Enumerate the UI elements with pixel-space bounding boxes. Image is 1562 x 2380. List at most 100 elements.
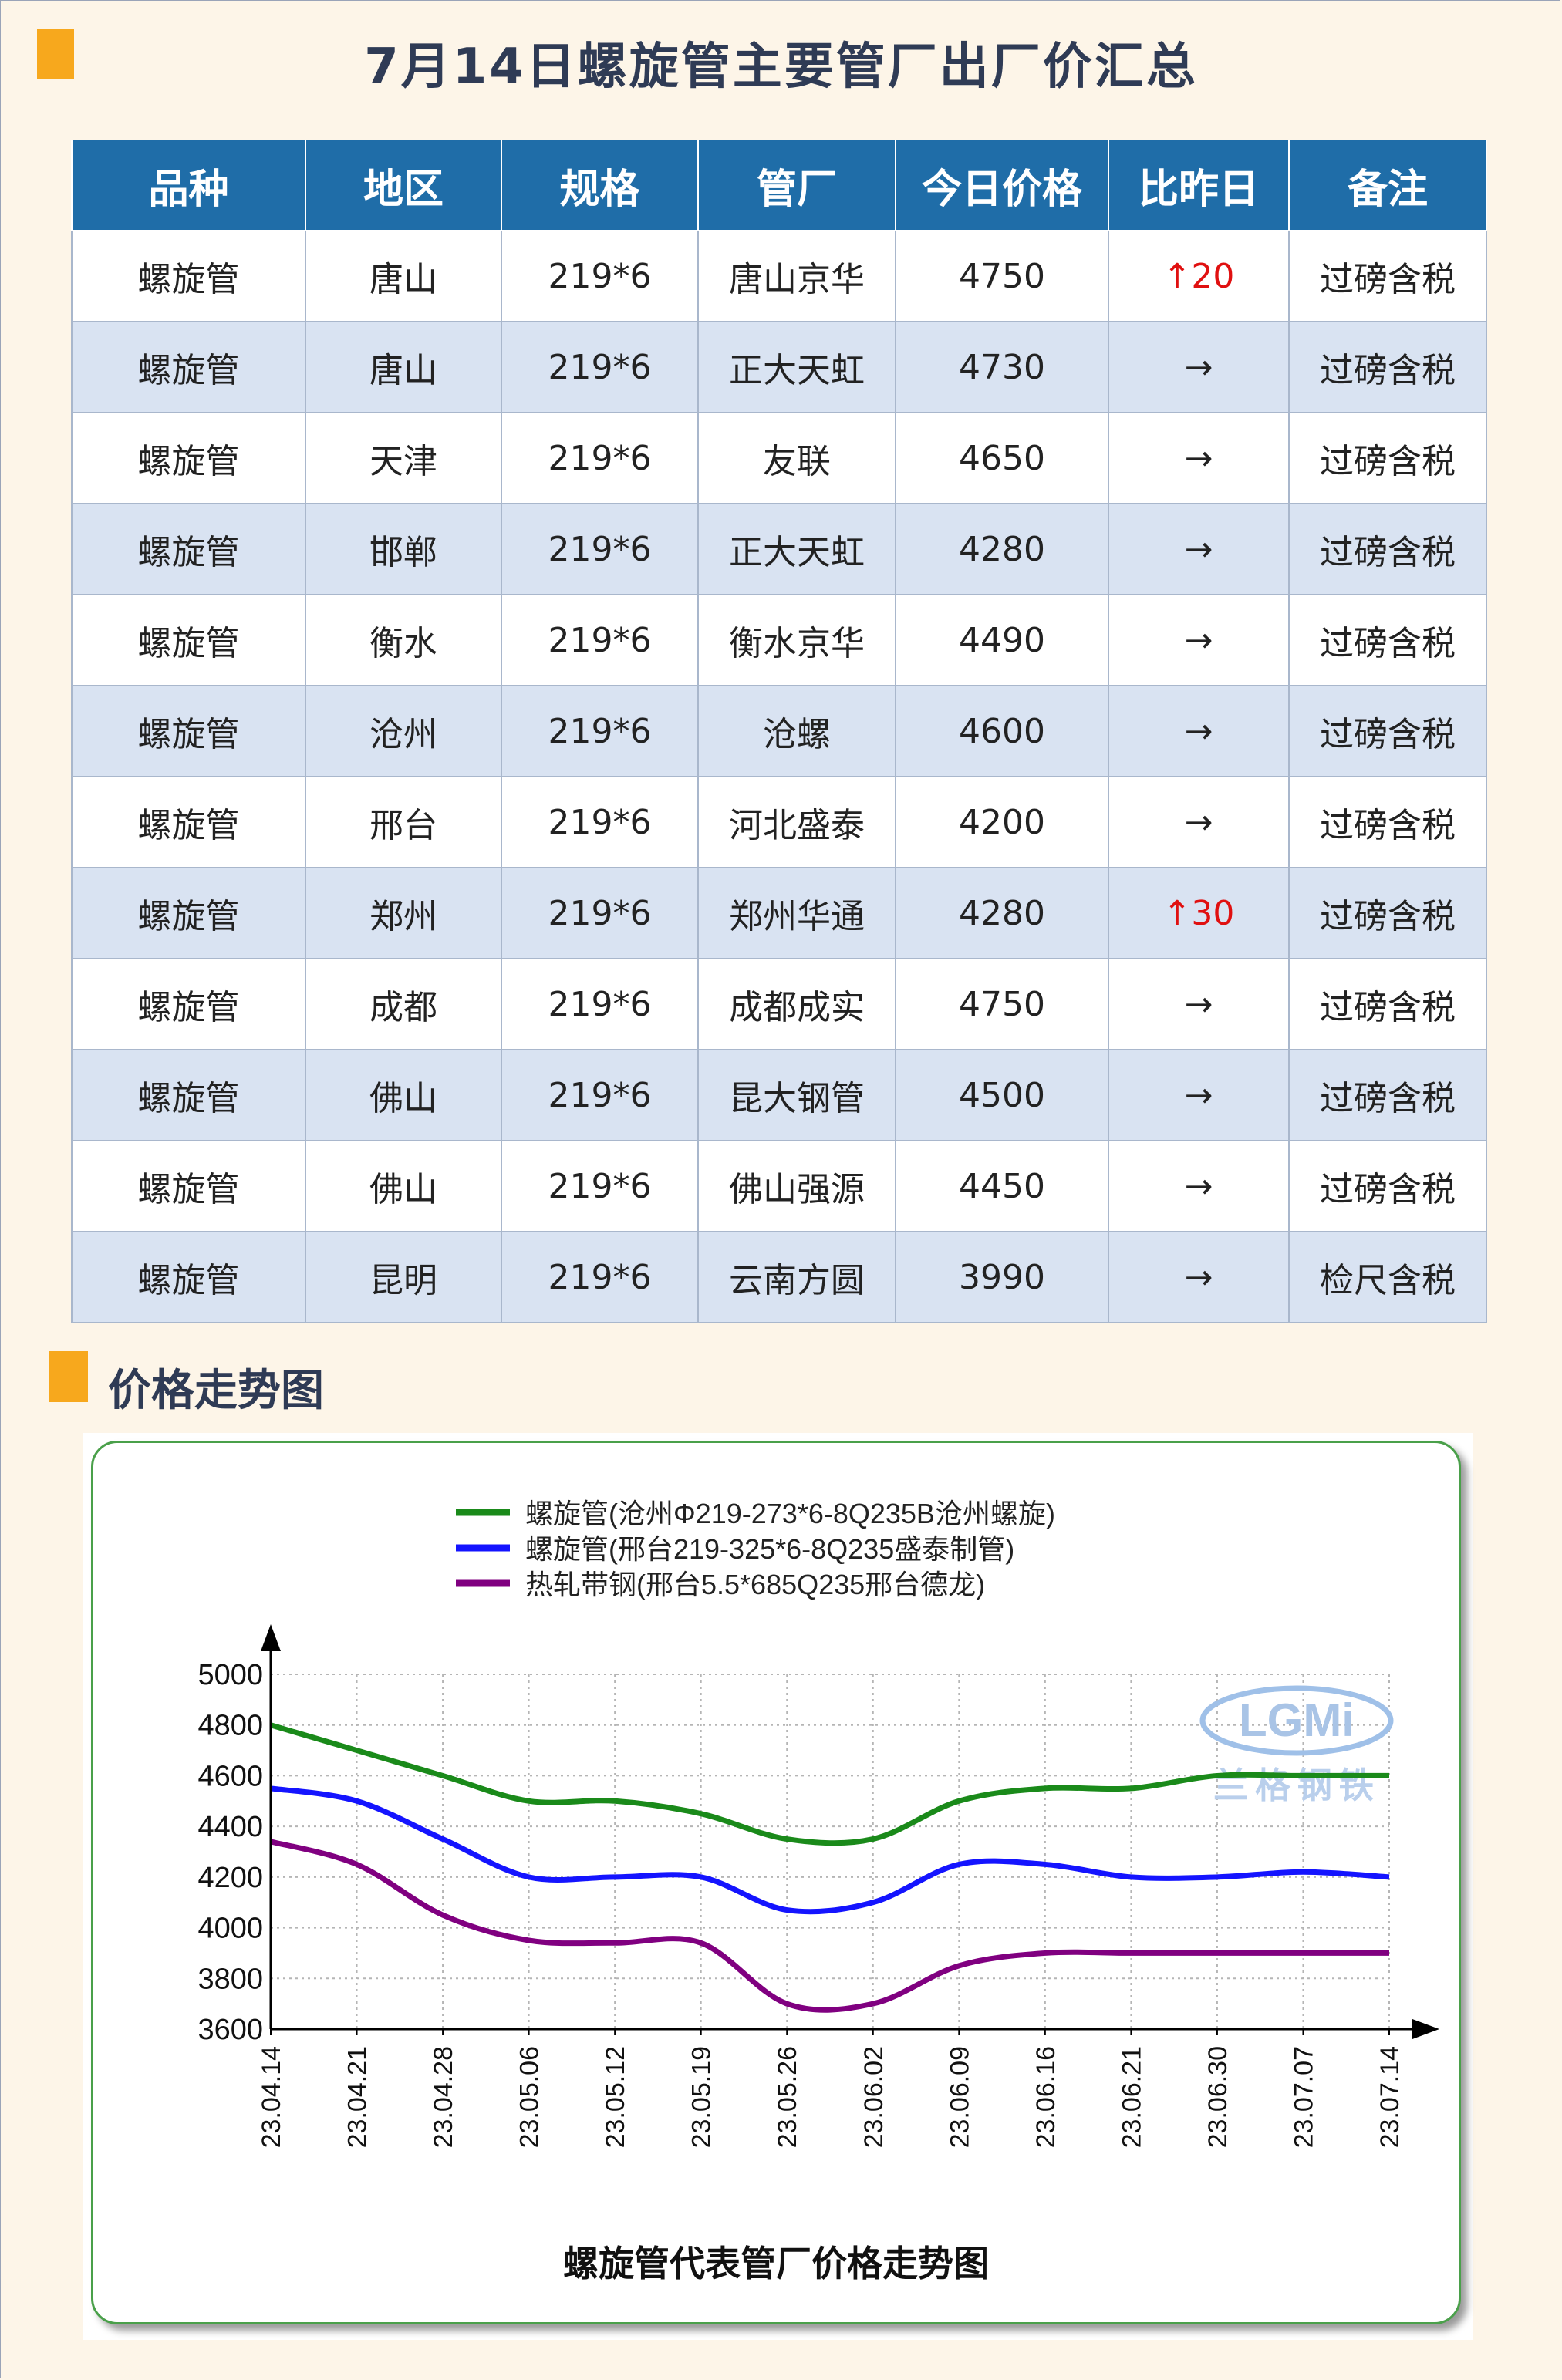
cell-mill: 正大天虹 — [697, 321, 896, 413]
x-tick-label: 23.05.12 — [601, 2046, 630, 2148]
cell-change: → — [1108, 594, 1290, 686]
y-tick-label: 4000 — [197, 1913, 263, 1945]
table-body: 螺旋管 唐山 219*6 唐山京华 4750 ↑20 过磅含税 螺旋管 唐山 219*6 正大天虹 4… — [71, 230, 1487, 1323]
cell-variety: 螺旋管 — [71, 1049, 306, 1141]
cell-variety: 螺旋管 — [71, 776, 306, 868]
cell-region: 唐山 — [305, 321, 502, 413]
x-tick-label: 23.05.26 — [773, 2046, 802, 2148]
table-row: 螺旋管 郑州 219*6 郑州华通 4280 ↑30 过磅含税 — [71, 867, 1487, 959]
cell-change: → — [1108, 1140, 1290, 1232]
y-tick-label: 4200 — [197, 1862, 263, 1894]
cell-region: 郑州 — [305, 867, 502, 959]
cell-region: 成都 — [305, 958, 502, 1050]
x-tick-label: 23.04.28 — [429, 2046, 458, 2148]
table-row: 螺旋管 衡水 219*6 衡水京华 4490 → 过磅含税 — [71, 594, 1487, 686]
cell-region: 佛山 — [305, 1049, 502, 1141]
cell-note: 过磅含税 — [1288, 958, 1487, 1050]
cell-price: 4500 — [895, 1049, 1109, 1141]
cell-price: 4650 — [895, 412, 1109, 504]
x-tick-label: 23.07.14 — [1375, 2046, 1405, 2148]
cell-variety: 螺旋管 — [71, 867, 306, 959]
cell-change: → — [1108, 685, 1290, 777]
table-row: 螺旋管 沧州 219*6 沧螺 4600 → 过磅含税 — [71, 685, 1487, 777]
y-axis-arrow — [261, 1624, 281, 1651]
cell-region: 沧州 — [305, 685, 502, 777]
cell-price: 4280 — [895, 503, 1109, 595]
cell-spec: 219*6 — [501, 230, 699, 322]
cell-region: 昆明 — [305, 1231, 502, 1323]
x-tick-label: 23.06.09 — [945, 2046, 974, 2148]
cell-spec: 219*6 — [501, 958, 699, 1050]
cell-region: 唐山 — [305, 230, 502, 322]
cell-price: 4200 — [895, 776, 1109, 868]
header-spec: 规格 — [501, 140, 699, 231]
watermark-ring — [1199, 1685, 1394, 1756]
cell-note: 过磅含税 — [1288, 776, 1487, 868]
cell-note: 过磅含税 — [1288, 685, 1487, 777]
table-row: 螺旋管 唐山 219*6 正大天虹 4730 → 过磅含税 — [71, 321, 1487, 413]
section-title: 价格走势图 — [108, 1366, 324, 1416]
cell-mill: 衡水京华 — [697, 594, 896, 686]
cell-spec: 219*6 — [501, 321, 699, 413]
cell-note: 过磅含税 — [1288, 867, 1487, 959]
cell-mill: 成都成实 — [697, 958, 896, 1050]
watermark-text: 兰格钢铁 — [1213, 1765, 1380, 1805]
cell-change: → — [1108, 1231, 1290, 1323]
cell-mill: 友联 — [697, 412, 896, 504]
cell-price: 4750 — [895, 230, 1109, 322]
y-tick-label: 3600 — [197, 2014, 263, 2046]
header-mill: 管厂 — [697, 140, 896, 231]
cell-note: 过磅含税 — [1288, 412, 1487, 504]
cell-spec: 219*6 — [501, 503, 699, 595]
price-table: 品种 地区 规格 管厂 今日价格 比昨日 备注 螺旋管 唐山 219*6 唐山京华 47… — [71, 140, 1487, 1323]
cell-mill: 正大天虹 — [697, 503, 896, 595]
cell-change: → — [1108, 958, 1290, 1050]
cell-variety: 螺旋管 — [71, 1140, 306, 1232]
cell-mill: 河北盛泰 — [697, 776, 896, 868]
x-tick-label: 23.06.16 — [1031, 2046, 1061, 2148]
cell-region: 佛山 — [305, 1140, 502, 1232]
cell-spec: 219*6 — [501, 776, 699, 868]
header-variety: 品种 — [71, 140, 306, 231]
cell-change: → — [1108, 321, 1290, 413]
cell-change: ↑20 — [1108, 230, 1290, 322]
cell-variety: 螺旋管 — [71, 412, 306, 504]
chart-panel: 螺旋管(沧州Φ219-273*6-8Q235B沧州螺旋) 螺旋管(邢台219-32… — [83, 1433, 1473, 2340]
cell-change: → — [1108, 503, 1290, 595]
cell-region: 邯郸 — [305, 503, 502, 595]
x-tick-label: 23.06.30 — [1203, 2046, 1233, 2148]
cell-mill: 昆大钢管 — [697, 1049, 896, 1141]
x-tick-label: 23.05.19 — [687, 2046, 717, 2148]
cell-mill: 唐山京华 — [697, 230, 896, 322]
cell-change: → — [1108, 412, 1290, 504]
cell-spec: 219*6 — [501, 594, 699, 686]
cell-price: 4490 — [895, 594, 1109, 686]
cell-region: 邢台 — [305, 776, 502, 868]
cell-spec: 219*6 — [501, 1049, 699, 1141]
x-tick-label: 23.06.21 — [1117, 2046, 1146, 2148]
header-note: 备注 — [1288, 140, 1487, 231]
cell-variety: 螺旋管 — [71, 958, 306, 1050]
legend-label: 螺旋管(沧州Φ219-273*6-8Q235B沧州螺旋) — [525, 1498, 1055, 1529]
cell-variety: 螺旋管 — [71, 321, 306, 413]
series-line-1 — [270, 1785, 1390, 1915]
cell-mill: 沧螺 — [697, 685, 896, 777]
table-row: 螺旋管 天津 219*6 友联 4650 → 过磅含税 — [71, 412, 1487, 504]
cell-change: ↑30 — [1108, 867, 1290, 959]
cell-variety: 螺旋管 — [71, 230, 306, 322]
cell-spec: 219*6 — [501, 1140, 699, 1232]
x-tick-label: 23.06.02 — [859, 2046, 889, 2148]
price-trend-chart: 螺旋管(沧州Φ219-273*6-8Q235B沧州螺旋) 螺旋管(邢台219-32… — [197, 1498, 1439, 2284]
y-tick-label: 3800 — [197, 1963, 263, 1995]
page-title: 7月14日螺旋管主要管厂出厂价汇总 — [364, 39, 1198, 96]
legend-label: 螺旋管(邢台219-325*6-8Q235盛泰制管) — [525, 1533, 1014, 1565]
cell-spec: 219*6 — [501, 685, 699, 777]
y-tick-label: 5000 — [197, 1659, 263, 1691]
chart-frame: 螺旋管(沧州Φ219-273*6-8Q235B沧州螺旋) 螺旋管(邢台219-32… — [91, 1441, 1461, 2324]
table-header-row: 品种 地区 规格 管厂 今日价格 比昨日 备注 — [71, 140, 1487, 231]
cell-mill: 云南方圆 — [697, 1231, 896, 1323]
table-row: 螺旋管 佛山 219*6 昆大钢管 4500 → 过磅含税 — [71, 1049, 1487, 1141]
section-accent-mark — [49, 1351, 88, 1402]
cell-note: 过磅含税 — [1288, 1049, 1487, 1141]
cell-note: 检尺含税 — [1288, 1231, 1487, 1323]
